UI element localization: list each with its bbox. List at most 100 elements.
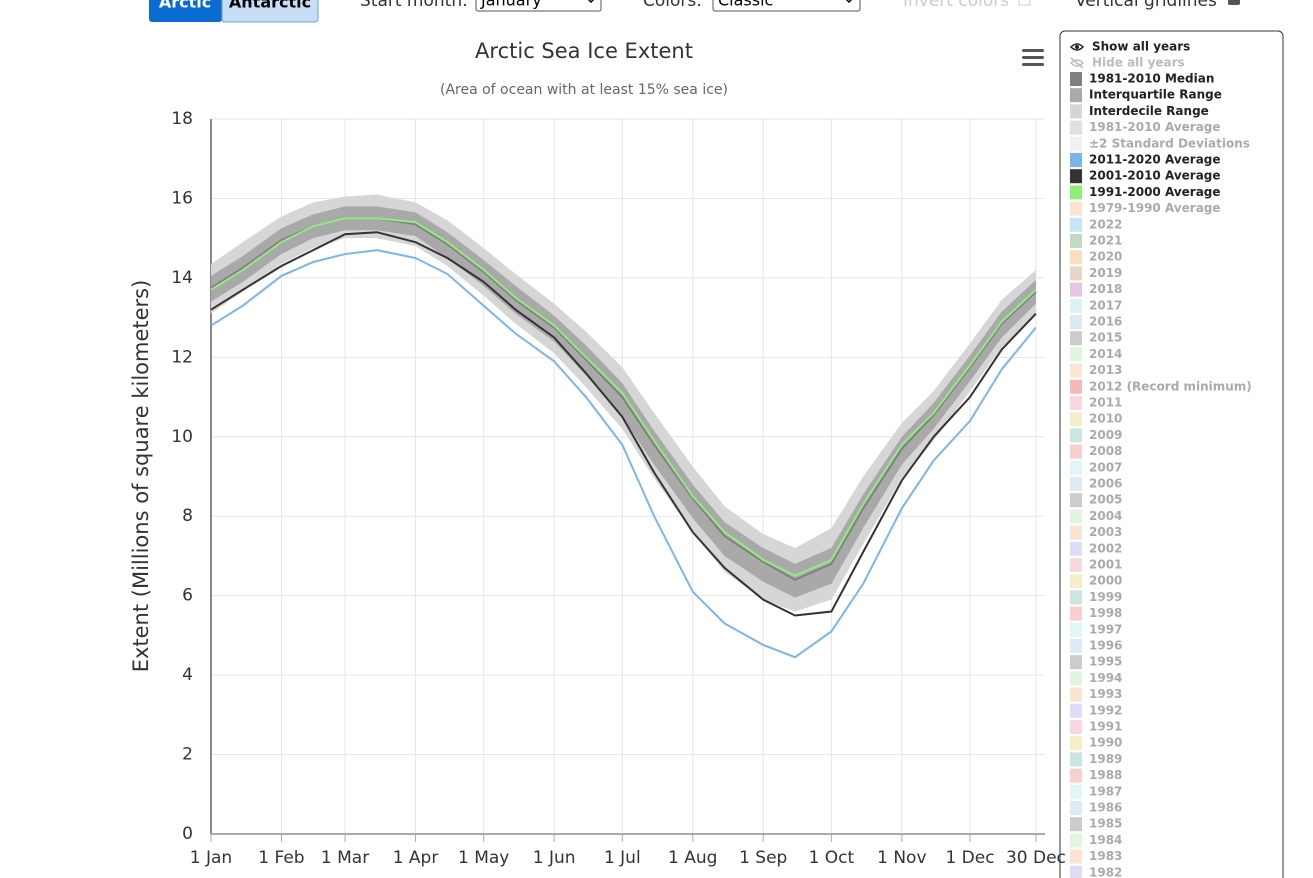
legend-item[interactable]: 2006 [1089, 477, 1122, 491]
legend-item[interactable]: 1989 [1089, 752, 1122, 766]
legend-item[interactable]: 2000 [1089, 574, 1122, 588]
legend-swatch[interactable] [1070, 541, 1082, 556]
legend-swatch[interactable] [1070, 720, 1082, 734]
legend-swatch[interactable] [1070, 477, 1082, 491]
legend-swatch[interactable] [1070, 849, 1082, 864]
legend-swatch[interactable] [1070, 639, 1082, 653]
legend-item[interactable]: 1979-1990 Average [1089, 201, 1221, 215]
hide-all-years[interactable]: Hide all years [1092, 56, 1185, 70]
legend-item[interactable]: 2007 [1089, 460, 1122, 474]
legend-item[interactable]: 2005 [1089, 493, 1122, 507]
legend-item[interactable]: 1986 [1089, 801, 1122, 815]
legend-item[interactable]: 1982 [1089, 865, 1122, 878]
legend-swatch[interactable] [1070, 801, 1082, 815]
legend-item[interactable]: 2020 [1089, 250, 1122, 264]
legend-item[interactable]: Interdecile Range [1089, 104, 1209, 118]
arctic-button[interactable] [149, 0, 222, 22]
legend-item[interactable]: 1998 [1089, 606, 1122, 620]
legend-item[interactable]: ±2 Standard Deviations [1089, 136, 1250, 150]
legend-swatch[interactable] [1070, 703, 1082, 718]
legend-swatch[interactable] [1070, 865, 1082, 878]
legend-item[interactable]: 2003 [1089, 525, 1122, 539]
legend-swatch[interactable] [1070, 752, 1082, 767]
legend-swatch[interactable] [1070, 298, 1082, 313]
legend-swatch[interactable] [1070, 493, 1082, 508]
legend-item[interactable]: 2022 [1089, 217, 1122, 231]
legend-item[interactable]: 1995 [1089, 655, 1122, 669]
legend-item[interactable]: 1990 [1089, 736, 1122, 750]
start-month-select[interactable] [475, 0, 602, 12]
legend-swatch[interactable] [1070, 833, 1082, 848]
legend-item[interactable]: 1984 [1089, 833, 1122, 847]
legend-swatch[interactable] [1070, 736, 1082, 751]
invert-checkbox[interactable] [1018, 0, 1031, 6]
legend-item[interactable]: 2002 [1089, 541, 1122, 555]
legend-item[interactable]: 2004 [1089, 509, 1122, 523]
legend-swatch[interactable] [1070, 687, 1082, 702]
legend-item[interactable]: 1987 [1089, 784, 1122, 798]
legend-item[interactable]: 1988 [1089, 768, 1122, 782]
legend-swatch[interactable] [1070, 234, 1082, 248]
legend-swatch[interactable] [1070, 655, 1082, 670]
legend-swatch[interactable] [1070, 185, 1082, 200]
legend-item[interactable]: 1983 [1089, 849, 1122, 863]
legend-swatch[interactable] [1070, 315, 1082, 329]
legend-item[interactable]: 1991-2000 Average [1089, 185, 1221, 199]
legend-swatch[interactable] [1070, 72, 1082, 86]
legend-swatch[interactable] [1070, 396, 1082, 410]
legend-item[interactable]: 1994 [1089, 671, 1122, 685]
legend-item[interactable]: 2015 [1089, 331, 1122, 345]
legend-swatch[interactable] [1070, 606, 1082, 621]
legend-swatch[interactable] [1070, 331, 1082, 346]
legend-swatch[interactable] [1070, 784, 1082, 799]
legend-item[interactable]: 1996 [1089, 639, 1122, 653]
legend-swatch[interactable] [1070, 282, 1082, 297]
legend-item[interactable]: 1985 [1089, 817, 1122, 831]
legend-swatch[interactable] [1070, 817, 1082, 832]
legend-swatch[interactable] [1070, 768, 1082, 783]
legend-swatch[interactable] [1070, 460, 1082, 475]
legend-swatch[interactable] [1070, 153, 1082, 167]
legend-item[interactable]: 1981-2010 Median [1089, 72, 1214, 86]
legend-swatch[interactable] [1070, 217, 1082, 232]
legend-item[interactable]: 2012 (Record minimum) [1089, 379, 1252, 393]
legend-item[interactable]: 2011 [1089, 396, 1122, 410]
legend-item[interactable]: 2011-2020 Average [1089, 153, 1221, 167]
legend-swatch[interactable] [1070, 590, 1082, 605]
legend-swatch[interactable] [1070, 88, 1082, 103]
legend-swatch[interactable] [1070, 201, 1082, 216]
legend-swatch[interactable] [1070, 412, 1082, 427]
legend-item[interactable]: 1997 [1089, 622, 1122, 636]
legend-swatch[interactable] [1070, 266, 1082, 281]
legend-item[interactable]: 2018 [1089, 282, 1122, 296]
legend-swatch[interactable] [1070, 120, 1082, 135]
menu-icon[interactable] [1022, 49, 1044, 66]
legend-swatch[interactable] [1070, 622, 1082, 637]
legend-item[interactable]: 2008 [1089, 444, 1122, 458]
legend-swatch[interactable] [1070, 525, 1082, 540]
legend-swatch[interactable] [1070, 558, 1082, 572]
colors-select[interactable] [712, 0, 861, 12]
legend-swatch[interactable] [1070, 104, 1082, 119]
legend-swatch[interactable] [1070, 428, 1082, 443]
legend-swatch[interactable] [1070, 169, 1082, 184]
legend-swatch[interactable] [1070, 379, 1082, 394]
antarctic-button[interactable] [221, 0, 319, 23]
legend-item[interactable]: 1992 [1089, 703, 1122, 717]
legend-item[interactable]: 2001 [1089, 558, 1122, 572]
legend-item[interactable]: 1991 [1089, 720, 1122, 734]
legend-item[interactable]: 2009 [1089, 428, 1122, 442]
legend-swatch[interactable] [1070, 574, 1082, 589]
legend-item[interactable]: 2010 [1089, 412, 1122, 426]
legend-item[interactable]: 2013 [1089, 363, 1122, 377]
legend-swatch[interactable] [1070, 363, 1082, 378]
legend-swatch[interactable] [1070, 444, 1082, 459]
show-all-years[interactable]: Show all years [1092, 40, 1190, 54]
legend-swatch[interactable] [1070, 509, 1082, 524]
legend-swatch[interactable] [1070, 136, 1082, 151]
legend-item[interactable]: 2014 [1089, 347, 1122, 361]
legend-item[interactable]: 2017 [1089, 298, 1122, 312]
legend-swatch[interactable] [1070, 671, 1082, 686]
legend-item[interactable]: 2021 [1089, 234, 1122, 248]
legend-item[interactable]: 2001-2010 Average [1089, 169, 1221, 183]
